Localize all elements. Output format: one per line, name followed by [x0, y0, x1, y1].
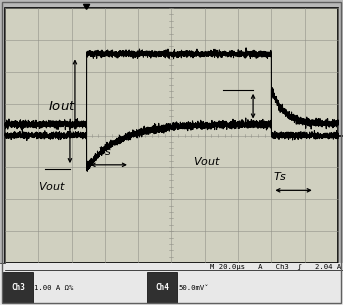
Bar	[3, 271, 33, 303]
Text: $\mathit{Ts}$: $\mathit{Ts}$	[98, 145, 112, 157]
Text: 1.00 A Ω%: 1.00 A Ω%	[34, 285, 74, 290]
Text: 50.0mVˇ: 50.0mVˇ	[178, 285, 209, 290]
Bar	[0, 263, 343, 305]
Text: Ch3: Ch3	[11, 283, 25, 292]
Text: $\mathit{Iout}$: $\mathit{Iout}$	[48, 100, 76, 113]
Bar	[5, 8, 338, 263]
Text: $\mathit{Vout}$: $\mathit{Vout}$	[38, 180, 67, 192]
Text: Ch4: Ch4	[155, 283, 169, 292]
Text: $\mathit{Vout}$: $\mathit{Vout}$	[193, 155, 221, 167]
Bar	[147, 271, 177, 303]
Text: M 20.0μs   A   Ch3  ʃ   2.04 A: M 20.0μs A Ch3 ʃ 2.04 A	[210, 264, 341, 270]
Text: $\mathit{Ts}$: $\mathit{Ts}$	[273, 170, 287, 182]
Polygon shape	[83, 4, 90, 9]
